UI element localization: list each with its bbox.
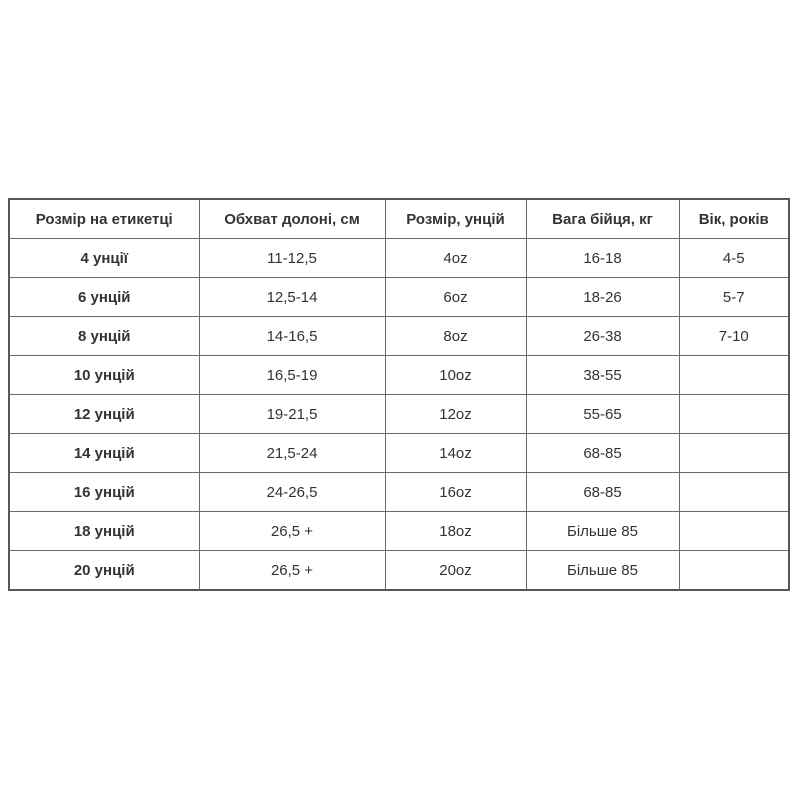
- table-row: 6 унцій 12,5-14 6oz 18-26 5-7: [8, 277, 790, 317]
- table-cell: 10 унцій: [8, 355, 200, 395]
- table-cell: 8oz: [384, 316, 527, 356]
- table-cell: 26-38: [525, 316, 680, 356]
- table-cell: 21,5-24: [198, 433, 386, 473]
- table-cell: 4oz: [384, 238, 527, 278]
- table-cell: [678, 511, 790, 551]
- table-cell: 16-18: [525, 238, 680, 278]
- table-row: 14 унцій 21,5-24 14oz 68-85: [8, 433, 790, 473]
- table-cell: [678, 472, 790, 512]
- table-cell: 16oz: [384, 472, 527, 512]
- table-cell: 55-65: [525, 394, 680, 434]
- table-row: 16 унцій 24-26,5 16oz 68-85: [8, 472, 790, 512]
- table-cell: 7-10: [678, 316, 790, 356]
- table-cell: 68-85: [525, 433, 680, 473]
- table-cell: 26,5 +: [198, 550, 386, 591]
- table-cell: 6 унцій: [8, 277, 200, 317]
- table-row: 10 унцій 16,5-19 10oz 38-55: [8, 355, 790, 395]
- header-cell-palm-circumference: Обхват долоні, см: [198, 198, 386, 239]
- table-cell: 12 унцій: [8, 394, 200, 434]
- header-cell-label-size: Розмір на етикетці: [8, 198, 200, 239]
- table-cell: 14-16,5: [198, 316, 386, 356]
- table-cell: 38-55: [525, 355, 680, 395]
- table-cell: 18 унцій: [8, 511, 200, 551]
- table-row: 20 унцій 26,5 +20oz Більше 85: [8, 550, 790, 591]
- table-cell: 11-12,5: [198, 238, 386, 278]
- table-cell: 5-7: [678, 277, 790, 317]
- table-cell: 20 унцій: [8, 550, 200, 591]
- header-cell-age: Вік, років: [678, 198, 790, 239]
- table-cell: 14oz: [384, 433, 527, 473]
- table-cell: 6oz: [384, 277, 527, 317]
- table-cell: Більше 85: [525, 550, 680, 591]
- table-cell: 4 унції: [8, 238, 200, 278]
- table-cell: 14 унцій: [8, 433, 200, 473]
- table-cell: [678, 355, 790, 395]
- table-cell: 8 унцій: [8, 316, 200, 356]
- table-cell: [678, 394, 790, 434]
- table-cell: 12oz: [384, 394, 527, 434]
- table-row: 4 унції 11-12,5 4oz 16-18 4-5: [8, 238, 790, 278]
- glove-size-table: Розмір на етикетці Обхват долоні, см Роз…: [8, 198, 790, 591]
- table-cell: 10oz: [384, 355, 527, 395]
- table-row: 12 унцій 19-21,5 12oz 55-65: [8, 394, 790, 434]
- header-cell-fighter-weight: Вага бійця, кг: [525, 198, 680, 239]
- table-cell: 19-21,5: [198, 394, 386, 434]
- table-cell: 16 унцій: [8, 472, 200, 512]
- table-row: 8 унцій 14-16,5 8oz 26-38 7-10: [8, 316, 790, 356]
- table-cell: [678, 550, 790, 591]
- table-cell: 18oz: [384, 511, 527, 551]
- table-row: 18 унцій 26,5 +18oz Більше 85: [8, 511, 790, 551]
- table-cell: 12,5-14: [198, 277, 386, 317]
- table-cell: 24-26,5: [198, 472, 386, 512]
- table-cell: 16,5-19: [198, 355, 386, 395]
- table-cell: 20oz: [384, 550, 527, 591]
- table-cell: 4-5: [678, 238, 790, 278]
- table-header-row: Розмір на етикетці Обхват долоні, см Роз…: [8, 198, 790, 239]
- table-cell: Більше 85: [525, 511, 680, 551]
- table-body: 4 унції 11-12,5 4oz 16-18 4-5 6 унцій 12,5-14 6…: [8, 238, 790, 591]
- header-cell-size-oz: Розмір, унцій: [384, 198, 527, 239]
- table-cell: 18-26: [525, 277, 680, 317]
- table-cell: 68-85: [525, 472, 680, 512]
- table-cell: 26,5 +: [198, 511, 386, 551]
- table-cell: [678, 433, 790, 473]
